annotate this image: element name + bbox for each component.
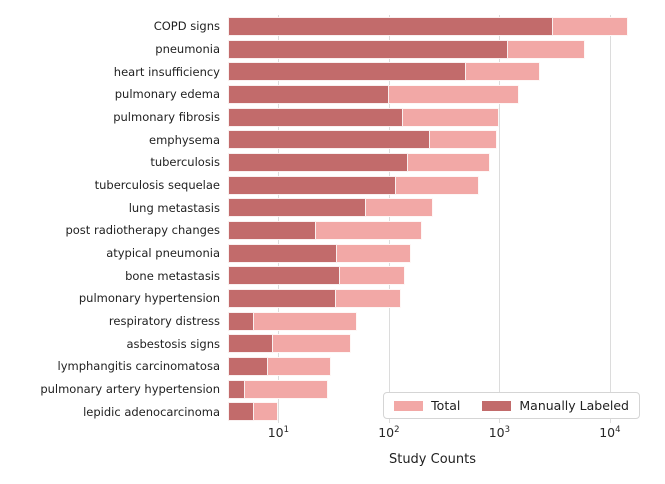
bar-row bbox=[228, 311, 637, 331]
manually-labeled-bar bbox=[228, 356, 268, 376]
category-label: atypical pneumonia bbox=[106, 246, 220, 260]
category-label: lung metastasis bbox=[128, 200, 220, 215]
category-label: emphysema bbox=[149, 132, 220, 147]
bar-row bbox=[228, 379, 637, 399]
legend-label-total: Total bbox=[431, 398, 461, 413]
manually-labeled-bar bbox=[228, 311, 254, 331]
gridline bbox=[388, 15, 390, 423]
manually-labeled-bar bbox=[228, 107, 404, 127]
legend: Total Manually Labeled bbox=[383, 392, 640, 419]
manually-labeled-bar bbox=[228, 243, 338, 263]
bar-row bbox=[228, 198, 637, 218]
bar-row bbox=[228, 16, 637, 36]
manually-labeled-bar bbox=[228, 39, 508, 59]
category-label: tuberculosis bbox=[150, 155, 220, 170]
manually-labeled-bar bbox=[228, 62, 467, 82]
bar-row bbox=[228, 288, 637, 308]
bar-row bbox=[228, 356, 637, 376]
manually-labeled-bar bbox=[228, 84, 389, 104]
gridline bbox=[499, 15, 501, 423]
category-label: bone metastasis bbox=[125, 268, 220, 283]
manually-labeled-bar bbox=[228, 334, 274, 354]
category-label: asbestosis signs bbox=[126, 336, 220, 351]
manually-labeled-bar bbox=[228, 266, 340, 286]
category-label: pulmonary hypertension bbox=[78, 291, 220, 306]
manually-labeled-bar bbox=[228, 198, 366, 218]
category-label: post radiotherapy changes bbox=[65, 223, 220, 238]
bar-row bbox=[228, 243, 637, 263]
gridline bbox=[609, 15, 611, 423]
category-label: pneumonia bbox=[155, 42, 220, 56]
x-tick-label: 104 bbox=[599, 425, 621, 441]
bar-row bbox=[228, 175, 637, 195]
total-swatch bbox=[394, 400, 424, 411]
category-label: tuberculosis sequelae bbox=[94, 178, 220, 192]
bar-row bbox=[228, 266, 637, 286]
manually-labeled-bar bbox=[228, 16, 553, 36]
bar-row bbox=[228, 334, 637, 354]
legend-label-manually-labeled: Manually Labeled bbox=[519, 398, 629, 413]
legend-entry-total: Total bbox=[394, 398, 460, 413]
manually-labeled-bar bbox=[228, 402, 254, 422]
manually-labeled-bar bbox=[228, 379, 246, 399]
bar-row bbox=[228, 130, 637, 150]
bar-row bbox=[228, 402, 637, 422]
category-label: lepidic adenocarcinoma bbox=[83, 404, 220, 419]
x-tick-label: 101 bbox=[267, 425, 290, 441]
bar-row bbox=[228, 107, 637, 127]
category-label: pulmonary artery hypertension bbox=[40, 382, 220, 396]
manually-labeled-bar bbox=[228, 152, 409, 172]
legend-entry-manually-labeled: Manually Labeled bbox=[482, 398, 629, 413]
category-label: heart insufficiency bbox=[113, 64, 220, 79]
manually-labeled-bar bbox=[228, 288, 336, 308]
category-label: respiratory distress bbox=[108, 314, 220, 328]
manually-labeled-bar bbox=[228, 175, 396, 195]
x-axis-title: Study Counts bbox=[388, 452, 477, 467]
category-label: lymphangitis carcinomatosa bbox=[57, 359, 221, 374]
x-tick-label: 103 bbox=[488, 425, 511, 441]
manually-labeled-bar bbox=[228, 220, 317, 240]
x-tick-label: 102 bbox=[378, 425, 400, 441]
plot-area: Total Manually Labeled bbox=[228, 15, 640, 423]
category-label: pulmonary fibrosis bbox=[113, 110, 220, 124]
category-label: pulmonary edema bbox=[114, 87, 220, 102]
manually-labeled-bar bbox=[228, 130, 430, 150]
category-label: COPD signs bbox=[153, 19, 220, 34]
manually-labeled-swatch bbox=[482, 400, 512, 411]
bar-row bbox=[228, 220, 637, 240]
gridline bbox=[278, 15, 280, 423]
bar-row bbox=[228, 62, 637, 82]
bar-row bbox=[228, 39, 637, 59]
bar-row bbox=[228, 152, 637, 172]
bar-row bbox=[228, 84, 637, 104]
